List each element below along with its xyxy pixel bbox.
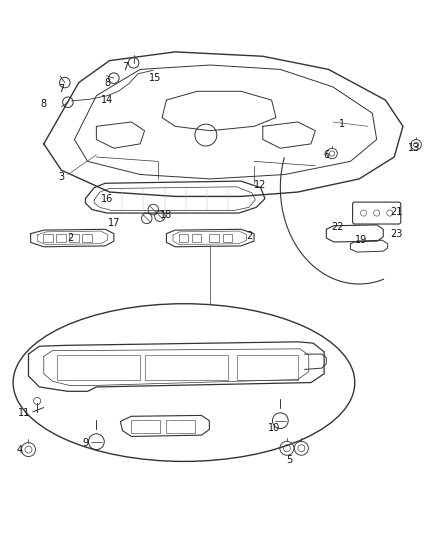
Text: 10: 10 <box>268 423 280 433</box>
Bar <box>166 420 195 433</box>
Bar <box>57 355 140 381</box>
Bar <box>69 234 79 242</box>
Text: 11: 11 <box>18 408 30 418</box>
Bar <box>43 234 53 242</box>
Text: 8: 8 <box>41 99 47 109</box>
Text: 12: 12 <box>254 181 267 190</box>
Text: 6: 6 <box>323 150 329 160</box>
Text: 15: 15 <box>149 73 162 83</box>
Text: 13: 13 <box>408 143 420 154</box>
Bar <box>82 234 92 242</box>
Bar <box>223 234 232 242</box>
Text: 5: 5 <box>286 455 292 465</box>
Text: 19: 19 <box>355 235 367 245</box>
Text: 23: 23 <box>390 229 403 239</box>
Text: 1: 1 <box>339 119 345 129</box>
Text: 18: 18 <box>160 210 173 220</box>
Bar <box>56 234 66 242</box>
Text: 14: 14 <box>101 95 113 105</box>
Text: 3: 3 <box>58 172 64 182</box>
Text: 7: 7 <box>58 84 64 94</box>
Bar <box>131 420 160 433</box>
Text: 17: 17 <box>108 217 120 228</box>
Text: 7: 7 <box>122 62 128 72</box>
Text: 2: 2 <box>67 233 73 243</box>
Bar <box>237 355 298 381</box>
Bar <box>179 234 188 242</box>
Bar <box>145 355 228 381</box>
Text: 16: 16 <box>101 193 113 204</box>
Text: 8: 8 <box>104 77 110 87</box>
Text: 4: 4 <box>17 446 23 456</box>
Text: 22: 22 <box>331 222 343 232</box>
Bar <box>209 234 219 242</box>
Text: 9: 9 <box>82 438 88 448</box>
Text: 2: 2 <box>247 231 253 241</box>
Bar <box>192 234 201 242</box>
Text: 21: 21 <box>390 207 403 217</box>
